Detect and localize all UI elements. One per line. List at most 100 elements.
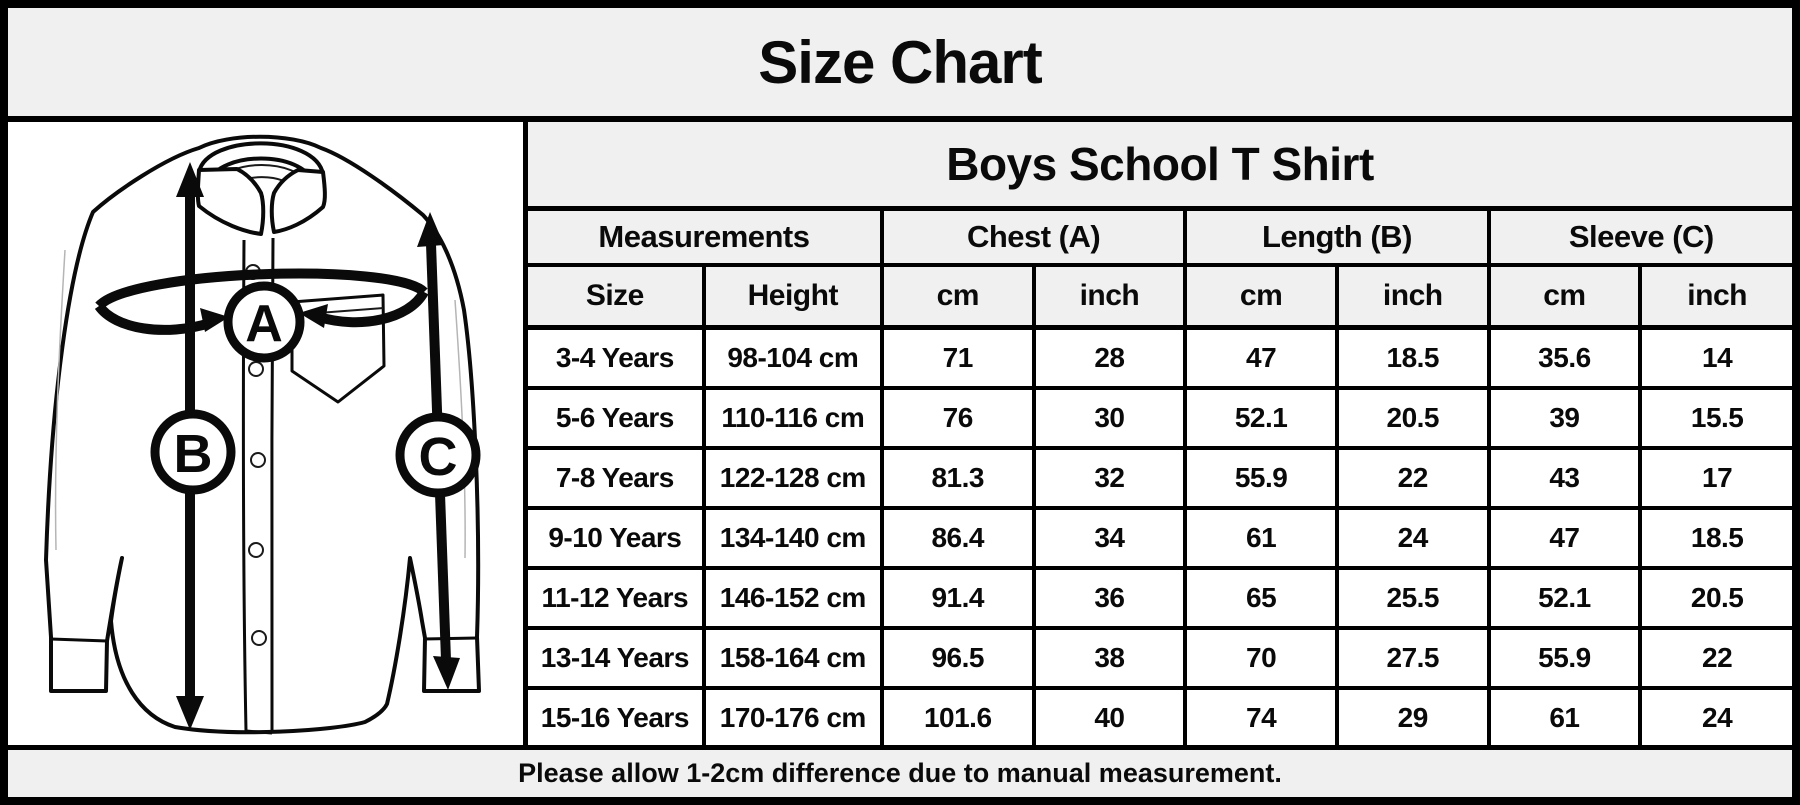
cell: 158-164 cm <box>701 626 884 689</box>
cell: 32 <box>1031 446 1188 509</box>
cell: 170-176 cm <box>701 686 884 745</box>
sleeve-arrowhead-up <box>417 212 444 247</box>
sleeve-label: C <box>419 427 458 487</box>
cell: 28 <box>1031 325 1188 389</box>
cell: 17 <box>1638 446 1792 509</box>
subheader-size: Size <box>528 263 706 330</box>
cell: 11-12 Years <box>528 566 706 629</box>
button-dot <box>248 542 264 558</box>
chest-label-circle <box>223 281 305 363</box>
product-title: Boys School T Shirt <box>528 122 1792 211</box>
header-measurements: Measurements <box>528 206 884 267</box>
cell: 101.6 <box>879 686 1036 745</box>
content-area: A B C Boys School T Shirt <box>8 122 1792 745</box>
cell: 22 <box>1334 446 1491 509</box>
cell: 55.9 <box>1183 446 1339 509</box>
table-row: 11-12 Years 146-152 cm 91.4 36 65 25.5 5… <box>528 566 1792 629</box>
footer-band: Please allow 1-2cm difference due to man… <box>8 745 1792 797</box>
group-header-row: Measurements Chest (A) Length (B) Sleeve… <box>528 206 1792 267</box>
cell: 86.4 <box>879 506 1036 569</box>
table-row: 15-16 Years 170-176 cm 101.6 40 74 29 61… <box>528 686 1792 745</box>
cell: 15-16 Years <box>528 686 706 745</box>
cell: 47 <box>1183 325 1339 389</box>
size-table-panel: Boys School T Shirt Measurements Chest (… <box>528 122 1792 745</box>
header-sleeve: Sleeve (C) <box>1486 206 1792 267</box>
cell: 29 <box>1334 686 1491 745</box>
cell: 38 <box>1031 626 1188 689</box>
cell: 98-104 cm <box>701 325 884 389</box>
sleeve-crease-left <box>54 249 66 551</box>
cell: 24 <box>1334 506 1491 569</box>
cell: 91.4 <box>879 566 1036 629</box>
table-row: 5-6 Years 110-116 cm 76 30 52.1 20.5 39 … <box>528 386 1792 449</box>
cell: 70 <box>1183 626 1339 689</box>
cell: 81.3 <box>879 446 1036 509</box>
subheader-sleeve-cm: cm <box>1486 263 1643 330</box>
length-label-circle <box>150 409 236 495</box>
title-band: Size Chart <box>8 8 1792 122</box>
sleeve-label-circle <box>395 412 481 498</box>
shirt-panel: A B C <box>8 122 528 745</box>
length-label: B <box>174 424 213 484</box>
cell: 52.1 <box>1183 386 1339 449</box>
button-dot <box>248 361 264 377</box>
cell: 146-152 cm <box>701 566 884 629</box>
table-row: 9-10 Years 134-140 cm 86.4 34 61 24 47 1… <box>528 506 1792 569</box>
page-title: Size Chart <box>758 28 1042 96</box>
table-row: 7-8 Years 122-128 cm 81.3 32 55.9 22 43 … <box>528 446 1792 509</box>
cell: 9-10 Years <box>528 506 706 569</box>
subheader-length-inch: inch <box>1334 263 1491 330</box>
collar-flap-left <box>195 167 266 236</box>
cell: 20.5 <box>1334 386 1491 449</box>
cell: 36 <box>1031 566 1188 629</box>
cell: 71 <box>879 325 1036 389</box>
cell: 30 <box>1031 386 1188 449</box>
cell: 24 <box>1638 686 1792 745</box>
cell: 22 <box>1638 626 1792 689</box>
cell: 18.5 <box>1334 325 1491 389</box>
cell: 7-8 Years <box>528 446 706 509</box>
table-row: 13-14 Years 158-164 cm 96.5 38 70 27.5 5… <box>528 626 1792 689</box>
cell: 122-128 cm <box>701 446 884 509</box>
cell: 3-4 Years <box>528 325 706 389</box>
subheader-chest-inch: inch <box>1031 263 1188 330</box>
sub-header-row: Size Height cm inch cm inch cm inch <box>528 263 1792 330</box>
cell: 61 <box>1183 506 1339 569</box>
cell: 5-6 Years <box>528 386 706 449</box>
cell: 40 <box>1031 686 1188 745</box>
cell: 25.5 <box>1334 566 1491 629</box>
cell: 76 <box>879 386 1036 449</box>
cell: 47 <box>1486 506 1643 569</box>
subheader-sleeve-inch: inch <box>1638 263 1792 330</box>
cell: 27.5 <box>1334 626 1491 689</box>
header-chest: Chest (A) <box>879 206 1188 267</box>
sleeve-arrowhead-down <box>433 656 460 690</box>
cell: 43 <box>1486 446 1643 509</box>
size-table: Boys School T Shirt Measurements Chest (… <box>528 122 1792 745</box>
subheader-length-cm: cm <box>1183 263 1339 330</box>
cell: 55.9 <box>1486 626 1643 689</box>
chest-arrow-right <box>317 289 429 328</box>
button-dot <box>251 630 267 646</box>
measurement-note: Please allow 1-2cm difference due to man… <box>518 758 1282 788</box>
cell: 61 <box>1486 686 1643 745</box>
cell: 13-14 Years <box>528 626 706 689</box>
cell: 39 <box>1486 386 1643 449</box>
table-row: 3-4 Years 98-104 cm 71 28 47 18.5 35.6 1… <box>528 325 1792 389</box>
cell: 110-116 cm <box>701 386 884 449</box>
cell: 15.5 <box>1638 386 1792 449</box>
chest-arrowhead-left <box>299 304 328 328</box>
subheader-height: Height <box>701 263 884 330</box>
cell: 20.5 <box>1638 566 1792 629</box>
cuff-line-right <box>423 636 478 641</box>
header-length: Length (B) <box>1183 206 1491 267</box>
chest-arrow-top-arc <box>95 268 428 310</box>
length-arrowhead-up <box>176 162 204 197</box>
shirt-measurement-diagram: A B C <box>44 134 481 735</box>
collar-flap-right <box>269 168 327 234</box>
cell: 35.6 <box>1486 325 1643 389</box>
cell: 34 <box>1031 506 1188 569</box>
cell: 96.5 <box>879 626 1036 689</box>
chest-label: A <box>245 295 283 353</box>
